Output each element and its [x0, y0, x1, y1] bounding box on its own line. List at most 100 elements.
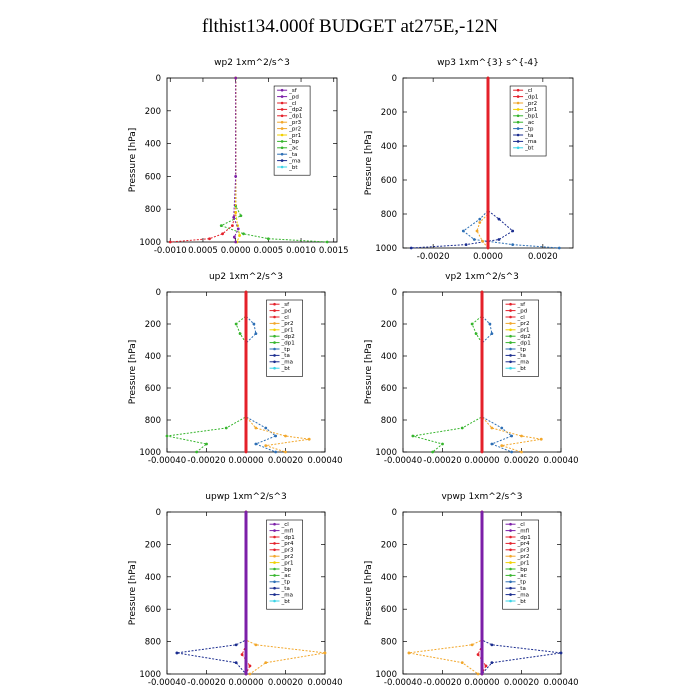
data-point	[539, 437, 543, 441]
data-point	[205, 442, 208, 446]
legend-box	[266, 519, 303, 610]
data-point	[234, 643, 238, 647]
chart-title: up2 1xm^2/s^3	[209, 272, 283, 282]
legend-marker	[273, 322, 276, 325]
legend-box	[509, 85, 547, 157]
legend-label: _pr4	[281, 541, 295, 547]
data-point	[520, 434, 523, 438]
legend-marker	[273, 522, 276, 526]
y-tick-label: 0	[156, 288, 161, 298]
legend-label: _cl	[524, 88, 533, 94]
legend-marker	[280, 101, 284, 105]
legend-marker	[509, 529, 512, 532]
y-axis-label: Pressure [hPa]	[364, 561, 374, 626]
legend-label: _ta	[517, 353, 526, 359]
legend-label: _dp2	[288, 107, 302, 113]
data-point	[488, 322, 492, 326]
data-point	[472, 238, 476, 241]
y-tick-label: 0	[392, 508, 397, 518]
y-tick-label: 800	[145, 205, 161, 215]
legend-marker	[280, 133, 284, 137]
y-tick-label: 200	[381, 540, 397, 550]
legend-label: _pr4	[517, 541, 531, 547]
series-line	[235, 78, 241, 243]
chart-panel-4: vp2 1xm^2/s^3 0 200 400 600 800 1000 Pressure […	[364, 272, 579, 466]
legend-label: _bt	[524, 146, 534, 152]
y-tick-label: 600	[381, 384, 397, 394]
legend-marker	[273, 315, 276, 319]
y-tick-label: 0	[392, 74, 397, 84]
y-tick-label: 400	[145, 573, 161, 583]
legend-label: _bt	[517, 366, 527, 372]
data-point	[244, 591, 248, 595]
data-point	[407, 651, 411, 655]
legend-marker	[509, 302, 512, 306]
y-tick-label: 200	[145, 540, 161, 550]
legend-label: _ta	[281, 353, 290, 359]
legend-marker	[516, 101, 520, 105]
legend-marker	[509, 535, 512, 539]
x-tick-label: -0.00020	[423, 678, 461, 688]
legend-label: _ma	[517, 360, 529, 366]
data-point	[480, 591, 484, 595]
legend-label: _dp1	[281, 340, 295, 346]
legend-marker	[273, 535, 276, 539]
data-point	[239, 214, 243, 218]
data-point	[481, 239, 484, 243]
legend-marker	[509, 522, 512, 526]
y-tick-label: 400	[381, 142, 397, 152]
y-tick-label: 800	[381, 638, 397, 648]
data-point	[464, 243, 468, 247]
legend-label: _pr2	[524, 101, 537, 107]
legend-label: _pd	[517, 308, 528, 314]
data-point	[219, 224, 223, 228]
data-point	[221, 232, 224, 236]
data-point	[490, 643, 494, 647]
data-point	[480, 370, 484, 374]
data-point	[411, 434, 415, 438]
data-point	[480, 450, 484, 454]
legend-marker	[509, 599, 512, 603]
legend-marker	[273, 542, 276, 545]
legend-marker	[273, 574, 276, 577]
legend-marker	[509, 309, 512, 312]
legend-label: _ac	[524, 120, 534, 126]
legend-marker	[509, 561, 512, 564]
y-tick-label: 200	[381, 108, 397, 118]
x-tick-label: -0.00040	[148, 456, 186, 466]
y-tick-label: 400	[145, 140, 161, 150]
data-point	[254, 643, 258, 647]
legend-marker	[509, 593, 512, 596]
data-point	[511, 229, 515, 233]
data-point	[244, 450, 248, 454]
legend-label: _ac	[288, 146, 298, 152]
legend-marker	[509, 322, 512, 325]
legend-label: _bt	[281, 366, 291, 372]
legend-label: _pr1	[281, 328, 294, 334]
data-point	[470, 643, 474, 647]
legend-marker	[273, 309, 276, 312]
x-tick-label: 0.00040	[307, 456, 342, 466]
data-point	[254, 426, 258, 430]
plot-frame	[166, 77, 338, 243]
chart-title: wp2 1xm^2/s^3	[214, 58, 290, 68]
y-tick-label: 400	[381, 573, 397, 583]
figure-title: flthist134.000f BUDGET at275E,-12N	[201, 16, 499, 37]
y-tick-label: 1000	[139, 238, 161, 248]
legend-label: _cl	[517, 315, 526, 321]
series-line	[412, 292, 483, 453]
legend-marker	[280, 120, 284, 124]
data-point	[500, 426, 504, 430]
x-tick-label: 0.0000	[221, 246, 251, 256]
data-point	[234, 661, 238, 665]
legend-label: _tp	[281, 580, 291, 586]
legend-label: _cl	[281, 315, 290, 321]
legend-label: _dp2	[517, 334, 531, 340]
data-point	[490, 332, 494, 335]
data-point	[480, 290, 484, 294]
y-tick-label: 1000	[375, 244, 397, 254]
legend-label: _ta	[288, 152, 297, 158]
data-point	[165, 434, 169, 438]
chart-title: vpwp 1xm^2/s^3	[441, 492, 522, 502]
legend-marker	[509, 366, 512, 370]
